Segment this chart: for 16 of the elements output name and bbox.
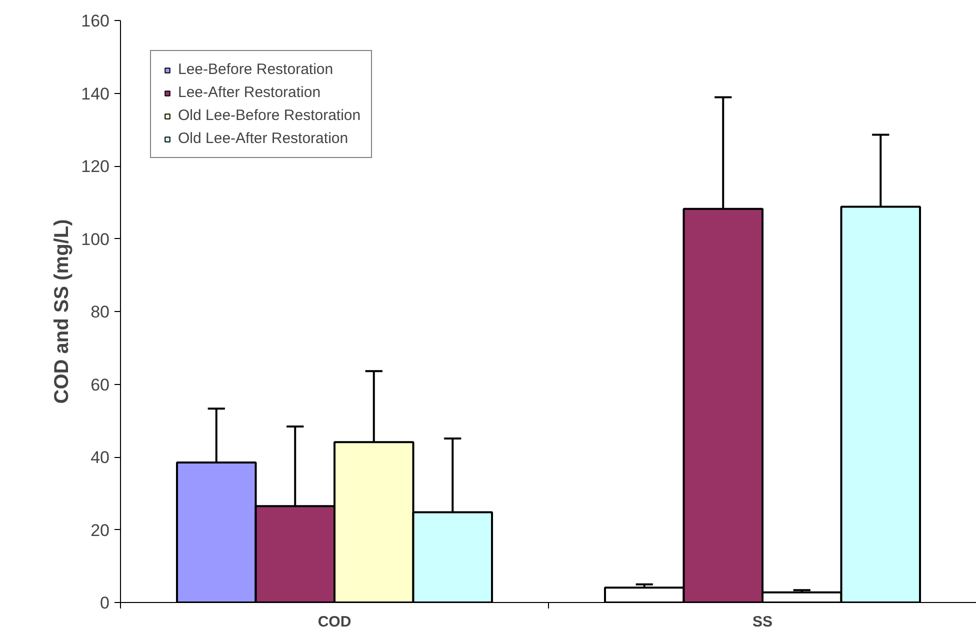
legend-label: Old Lee-After Restoration [178,130,348,147]
y-tick-label: 20 [90,520,110,540]
legend-label: Lee-After Restoration [178,84,321,101]
legend-label: Lee-Before Restoration [178,61,334,78]
y-tick-label: 60 [90,375,110,394]
y-tick-label: 120 [81,157,110,176]
x-tick-label: COD [318,614,352,630]
y-tick-label: 40 [90,448,110,467]
y-tick-label: 80 [90,302,110,322]
legend-label: Old Lee-Before Restoration [178,107,361,124]
y-tick-label: 100 [81,230,110,249]
y-axis-title: COD and SS (mg/L) [51,219,74,404]
y-tick-label: 0 [100,594,110,612]
y-tick-label: 160 [81,12,110,30]
y-tick-label: 140 [81,84,110,104]
x-tick-label: SS [752,614,773,630]
